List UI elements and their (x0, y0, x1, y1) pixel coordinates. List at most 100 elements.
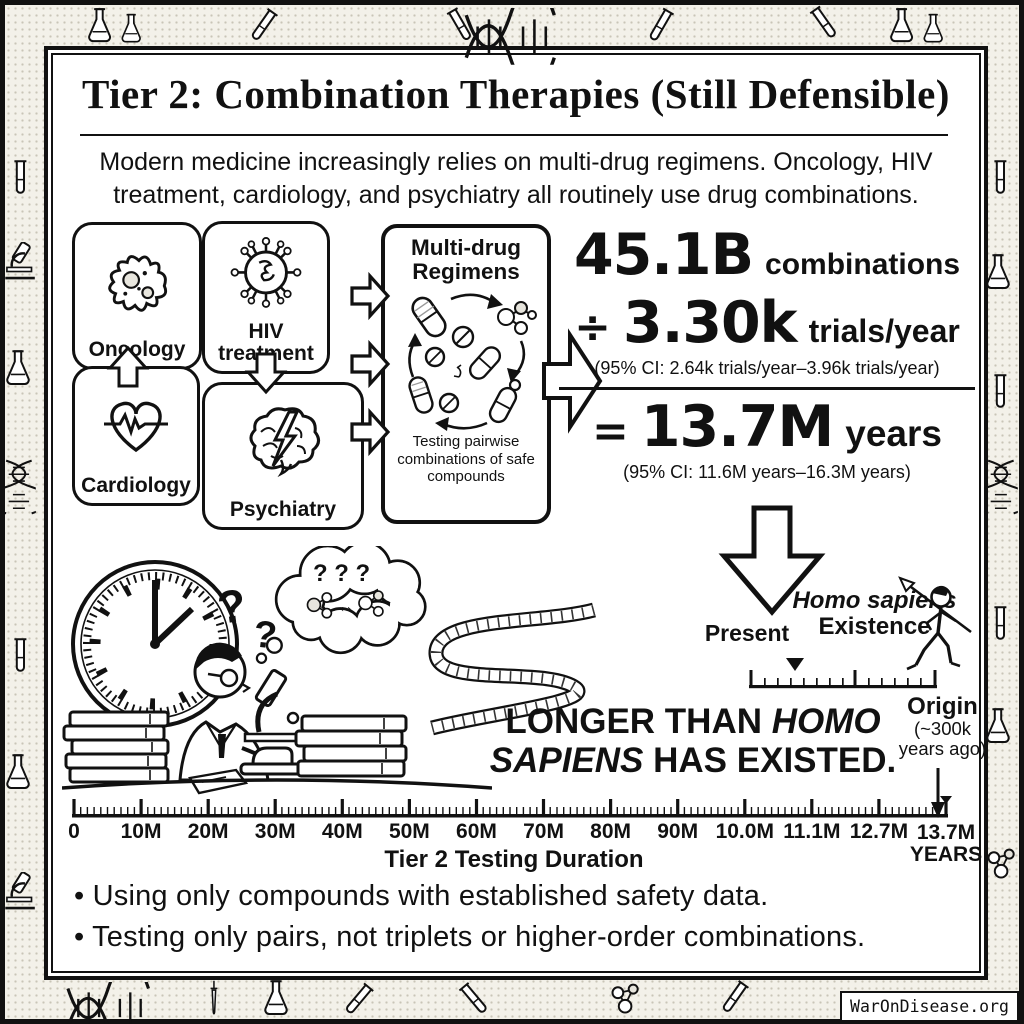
book-stack-right (294, 714, 408, 778)
axis-tick-label: 80M (590, 820, 632, 843)
dna-border-icon (462, 8, 559, 65)
result-row: = 13.7M years (557, 394, 977, 460)
mol-border-icon (984, 846, 1020, 882)
axis-tick-label: 60M (456, 820, 497, 843)
axis-tick-label: 40M (321, 820, 363, 843)
axis-tick-label: 10.0M (715, 820, 774, 843)
page-title: Tier 2: Combination Therapies (Still Def… (82, 71, 950, 117)
microscope-icon (239, 668, 307, 776)
book-stack-left (62, 710, 170, 784)
axis-tick-label: 70M (523, 820, 564, 843)
bubble-question-marks: ? ? ? (313, 560, 370, 587)
scientist-scene: ? ? ? ? ? ↔ (62, 546, 492, 795)
flow-box-label: Cardiology (81, 473, 191, 497)
axis-ruler (72, 796, 952, 818)
trials-unit: trials/year (808, 313, 960, 349)
tube-border-icon (12, 636, 28, 674)
tube-border-icon (12, 158, 28, 196)
svg-text:↔: ↔ (337, 596, 354, 616)
cancer-cell-icon (108, 255, 168, 312)
flow-arrows (106, 271, 603, 457)
mini-ruler (749, 670, 937, 689)
multi-drug-caption: Testing pairwise combinations of safe co… (397, 433, 535, 485)
divide-operator: ÷ (574, 302, 612, 353)
axis-end-label: 13.7M YEARS (909, 821, 983, 867)
multi-drug-regimens-box: Multi-drug Regimens (381, 224, 551, 524)
present-marker-icon (786, 658, 804, 671)
caveman-with-spear-icon (898, 576, 972, 671)
axis-tick-label: 11.1M (783, 820, 841, 843)
combinations-unit: combinations (765, 248, 961, 281)
content-panel: Tier 2: Combination Therapies (Still Def… (44, 46, 988, 980)
mol-border-icon (608, 981, 644, 1017)
pipette-border-icon (208, 979, 220, 1020)
title-divider (80, 134, 948, 136)
tube-border-icon (992, 604, 1008, 642)
question-marks: ? (214, 578, 249, 633)
axis-tick-label: 12.7M (849, 820, 909, 843)
divisor-row: ÷ 3.30k trials/year (557, 290, 977, 356)
dna-border-icon (64, 982, 152, 1024)
flask-border-icon (260, 978, 292, 1016)
axis-tick-label: 90M (657, 820, 699, 843)
flask-border-icon (982, 706, 1014, 744)
testing-duration-axis: 0 10M 20M 30M 40M 50M 60M 70M 80M 90M 10.0M 11.1M 12… (68, 796, 982, 876)
pill-cycle-icon (408, 293, 537, 432)
flow-box-label: Oncology (88, 337, 186, 361)
flask-border-icon (920, 12, 946, 44)
down-arrow-icon (718, 505, 826, 616)
takeaway-bullet: • Using only compounds with established … (74, 880, 769, 912)
years-ci: (95% CI: 11.6M years–16.3M years) (623, 462, 911, 482)
flow-box-hiv: HIV treatment (202, 221, 330, 374)
flow-box-cardiology: Cardiology (72, 366, 200, 506)
combinations-value: 45.1B (573, 222, 754, 288)
homo-sapiens-existence-label: Homo sapiens Existence (787, 587, 962, 641)
flow-box-psychiatry: Psychiatry (202, 382, 364, 530)
flask-border-icon (118, 12, 144, 44)
scope-border-icon (2, 242, 38, 280)
tube-border-icon (992, 158, 1008, 196)
heart-ekg-icon (104, 401, 168, 453)
brain-lightning-icon (249, 407, 320, 478)
hiv-virus-icon (230, 237, 302, 308)
tube-border-icon (992, 372, 1008, 410)
flow-box-label: Psychiatry (229, 497, 337, 521)
flask-border-icon (84, 6, 115, 43)
axis-tick-label: 10M (120, 820, 162, 843)
takeaway-bullets: • Using only compounds with established … (74, 880, 966, 962)
axis-tick-label: 0 (68, 820, 80, 843)
calculation-block: 45.1B combinations ÷ 3.30k trials/year (… (557, 222, 977, 483)
watermark: WarOnDisease.org (840, 991, 1019, 1022)
origin-arrow-icon (931, 768, 945, 818)
multi-drug-title: Multi-drug Regimens (411, 235, 521, 284)
flask-border-icon (982, 252, 1014, 290)
flask-border-icon (886, 6, 917, 43)
dna-border-icon (2, 458, 36, 516)
clock-icon (71, 560, 239, 728)
scope-border-icon (2, 872, 38, 910)
axis-title: Tier 2 Testing Duration (384, 846, 644, 873)
present-label: Present (704, 620, 790, 646)
trials-ci: (95% CI: 2.64k trials/year–3.96k trials/… (594, 358, 940, 378)
axis-tick-label: 30M (254, 820, 296, 843)
homo-sapiens-emphasis: HOMO SAPIENS (489, 702, 881, 781)
page-subtitle: Modern medicine increasingly relies on m… (99, 148, 933, 209)
axis-tick-label: 50M (388, 820, 430, 843)
years-unit: years (845, 413, 942, 454)
flask-border-icon (2, 752, 34, 790)
conclusion-text: LONGER THAN HOMO SAPIENS HAS EXISTED. (489, 702, 897, 781)
thought-bubble-icon: ? ? ? ↔ (255, 546, 427, 664)
dna-border-icon (984, 458, 1018, 516)
years-value: 13.7M (640, 394, 834, 460)
origin-label: Origin (~300k years ago) (898, 693, 987, 759)
fraction-rule (559, 387, 975, 390)
desk-edge (62, 778, 492, 790)
flask-border-icon (2, 348, 34, 386)
numerator-row: 45.1B combinations (557, 222, 977, 288)
takeaway-bullet: • Testing only pairs, not triplets or hi… (74, 921, 866, 953)
winding-path-icon (428, 602, 596, 736)
axis-tick-label: 20M (187, 820, 229, 843)
equals-operator: = (592, 406, 629, 457)
trials-value: 3.30k (623, 290, 798, 356)
